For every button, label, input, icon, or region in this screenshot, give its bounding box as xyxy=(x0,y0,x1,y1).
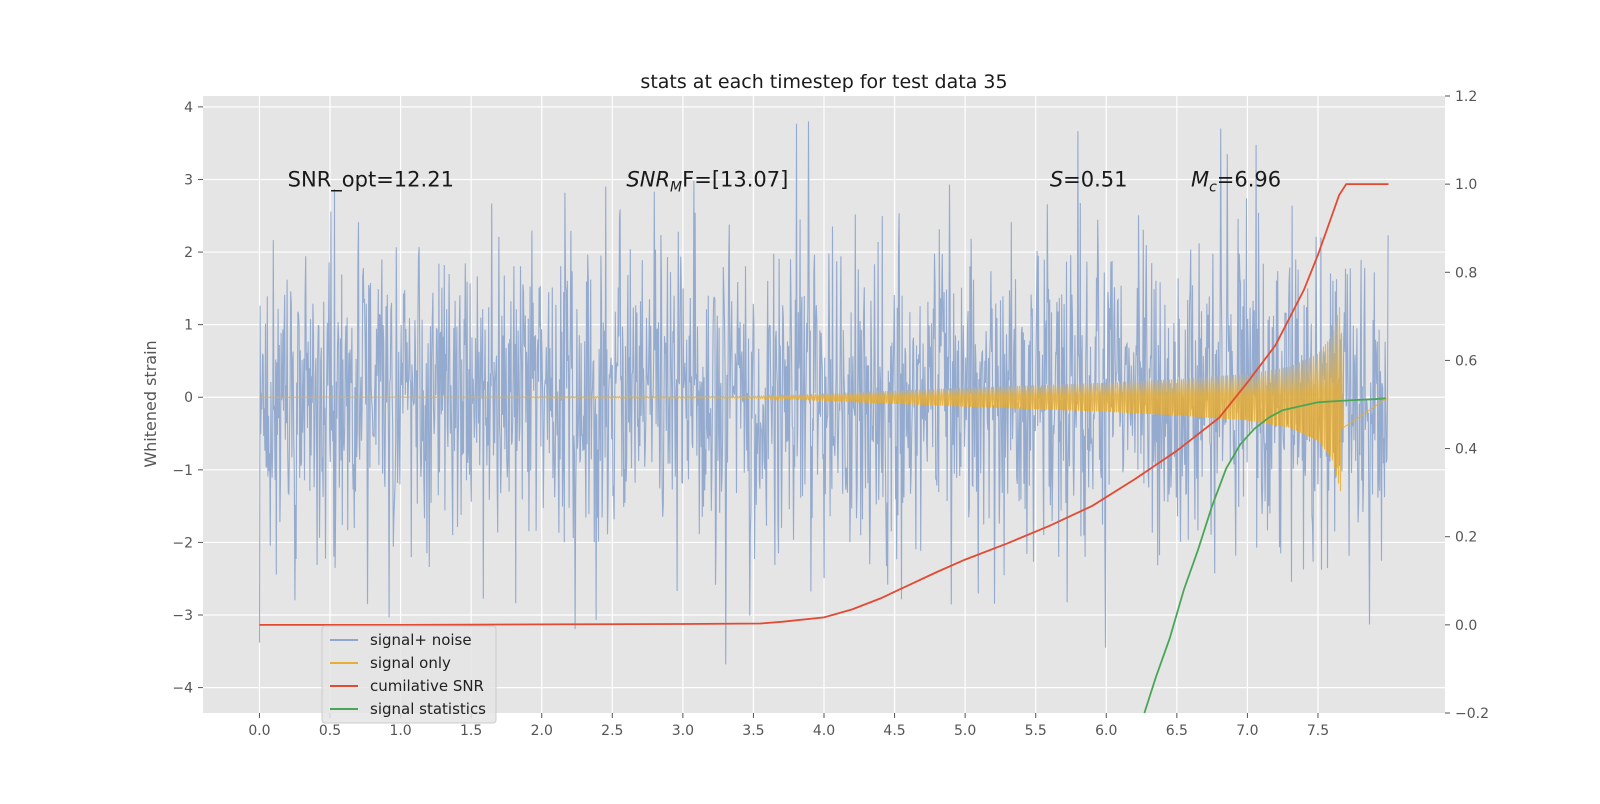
x-tick-label: 0.0 xyxy=(248,723,270,739)
x-tick-label: 2.5 xyxy=(601,723,623,739)
x-tick-label: 6.0 xyxy=(1095,723,1117,739)
legend-entry: signal+ noise xyxy=(370,631,472,649)
legend-entry: signal statistics xyxy=(370,700,486,718)
y-tick-label: 3 xyxy=(184,172,193,188)
y2-tick-label: 0.0 xyxy=(1455,618,1477,634)
annotation-2: SNRMF=[13.07] xyxy=(626,167,788,195)
x-tick-label: 5.0 xyxy=(954,723,976,739)
axis-ticks: 0.0 0.5 1.0 1.5 2.0 2.5 3.0 3.5 4.0 4.5 5.0 5.5 6.0 6… xyxy=(172,89,1489,739)
y-tick-label: 0 xyxy=(184,390,193,406)
series-signal-only xyxy=(259,307,1389,492)
x-tick-label: 4.0 xyxy=(813,723,835,739)
legend: signal+ noise signal only cumilative SNR si… xyxy=(321,625,497,724)
y2-tick-label: 0.8 xyxy=(1455,265,1477,281)
y2-tick-label: 0.4 xyxy=(1455,442,1477,458)
x-tick-label: 6.5 xyxy=(1166,723,1188,739)
legend-box xyxy=(321,625,497,724)
x-tick-label: 1.0 xyxy=(389,723,411,739)
x-tick-label: 7.0 xyxy=(1236,723,1258,739)
chart-title: stats at each timestep for test data 35 xyxy=(640,71,1007,93)
y2-tick-label: 1.0 xyxy=(1455,177,1477,193)
annotation-3: S=0.51 xyxy=(1050,167,1128,191)
x-tick-label: 3.5 xyxy=(742,723,764,739)
legend-entry: signal only xyxy=(370,654,451,672)
y-tick-label: −2 xyxy=(172,535,193,551)
x-tick-label: 7.5 xyxy=(1307,723,1329,739)
y-tick-label: 4 xyxy=(184,100,193,116)
x-tick-label: 4.5 xyxy=(883,723,905,739)
annotation-4: Mc=6.96 xyxy=(1191,167,1281,195)
y-tick-label: 1 xyxy=(184,318,193,334)
y-tick-label: −3 xyxy=(172,608,193,624)
y-axis-label: Whitened strain xyxy=(141,340,160,467)
x-tick-label: 3.0 xyxy=(672,723,694,739)
x-tick-label: 0.5 xyxy=(319,723,341,739)
x-tick-label: 1.5 xyxy=(460,723,482,739)
y-tick-label: −4 xyxy=(172,681,193,697)
cumulative-snr-line xyxy=(259,183,1389,626)
y2-tick-label: 1.2 xyxy=(1455,89,1477,105)
legend-entry: cumilative SNR xyxy=(370,677,484,695)
y2-tick-label: 0.6 xyxy=(1455,353,1477,369)
signal-only-line xyxy=(259,307,1389,492)
x-tick-label: 2.0 xyxy=(531,723,553,739)
y-tick-label: −1 xyxy=(172,463,193,479)
y2-tick-label: −0.2 xyxy=(1455,706,1489,722)
signal-statistics-line xyxy=(1143,397,1386,714)
right-axis-series xyxy=(259,183,1389,714)
y2-tick-label: 0.2 xyxy=(1455,530,1477,546)
x-tick-label: 5.5 xyxy=(1025,723,1047,739)
annotation-1: SNR_opt=12.21 xyxy=(288,167,454,192)
annotations: SNR_opt=12.21 SNRMF=[13.07] S=0.51 Mc=6.96 xyxy=(288,167,1281,195)
y-tick-label: 2 xyxy=(184,245,193,261)
